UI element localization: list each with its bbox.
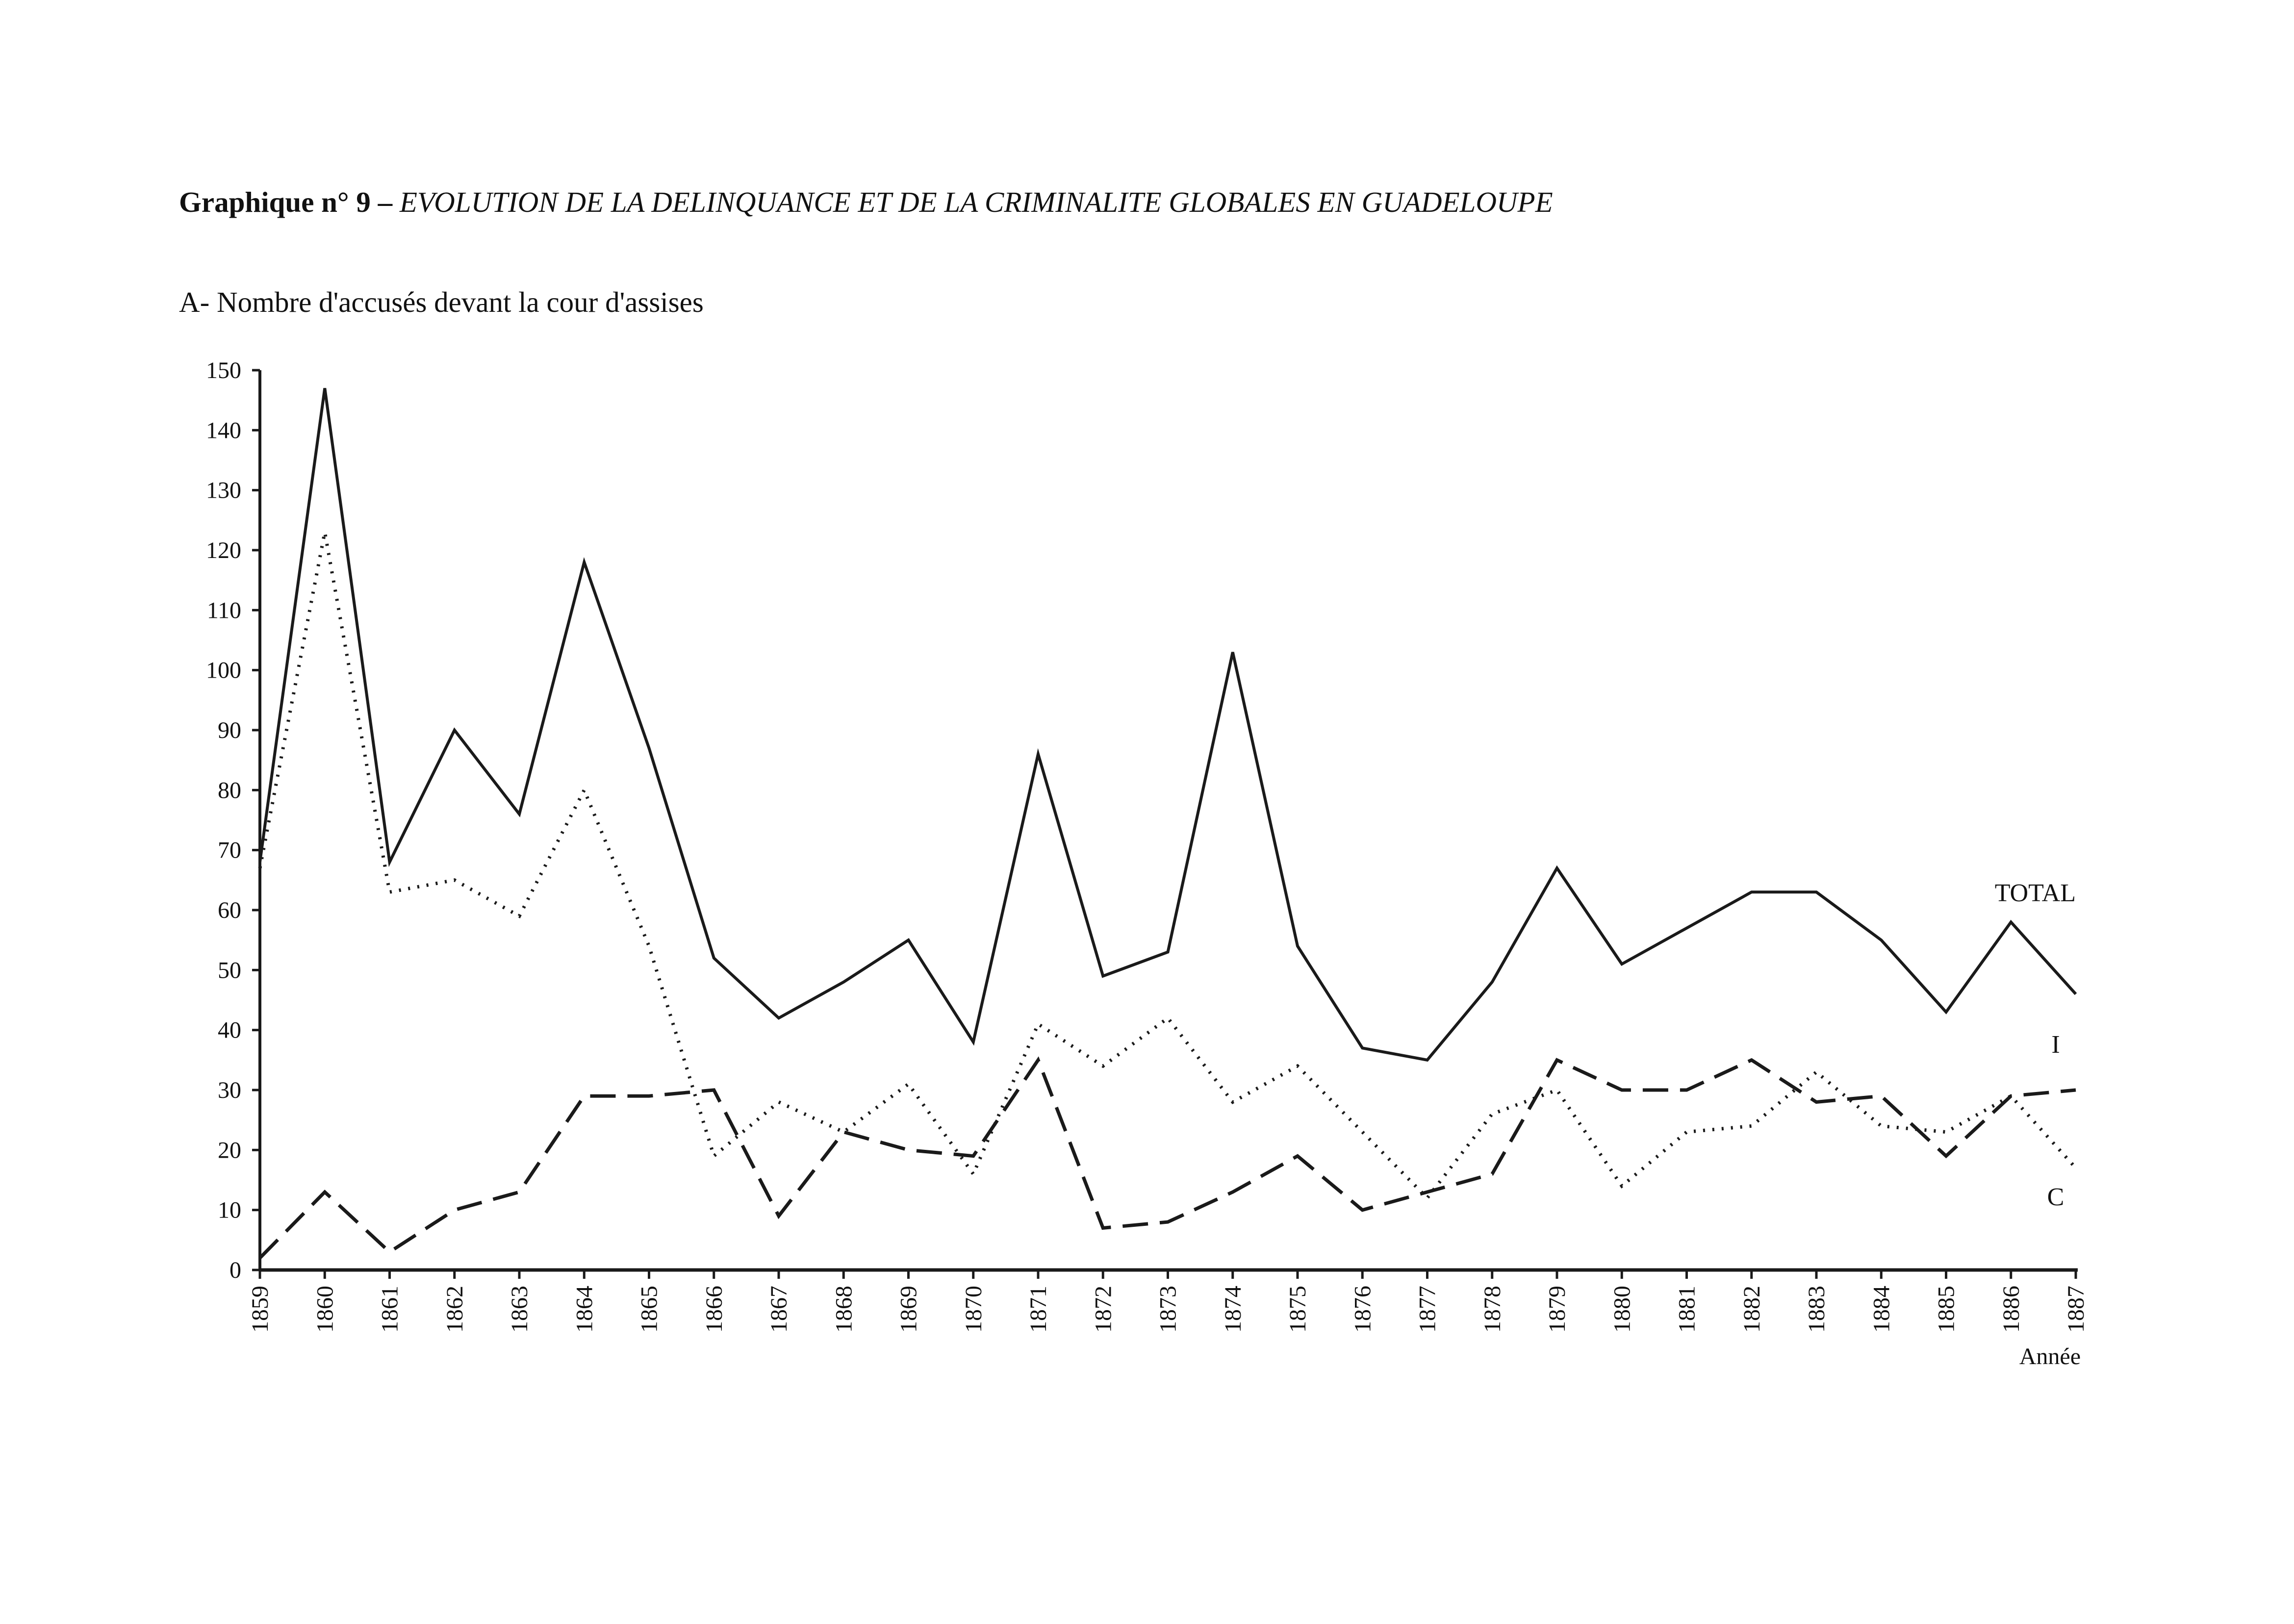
series-label-c: C: [2047, 1183, 2065, 1211]
x-tick-label: 1884: [1868, 1286, 1894, 1333]
y-tick-label: 0: [229, 1257, 241, 1283]
x-tick-label: 1878: [1479, 1286, 1505, 1333]
x-tick-label: 1882: [1739, 1286, 1765, 1333]
x-tick-label: 1879: [1544, 1286, 1570, 1333]
x-tick-label: 1883: [1804, 1286, 1830, 1333]
y-tick-label: 40: [218, 1017, 241, 1043]
y-tick-label: 90: [218, 717, 241, 743]
x-tick-label: 1886: [1998, 1286, 2024, 1333]
y-tick-label: 150: [206, 357, 241, 383]
y-tick-label: 110: [207, 597, 241, 623]
x-tick-label: 1866: [701, 1286, 727, 1333]
x-tick-label: 1885: [1934, 1286, 1960, 1333]
y-tick-label: 10: [218, 1197, 241, 1223]
x-tick-label: 1872: [1090, 1286, 1116, 1333]
x-tick-label: 1870: [961, 1286, 987, 1333]
x-tick-label: 1880: [1609, 1286, 1635, 1333]
y-tick-label: 70: [218, 837, 241, 863]
series-line-total: [260, 388, 2076, 1060]
x-tick-label: 1871: [1025, 1286, 1051, 1333]
y-tick-label: 50: [218, 957, 241, 983]
x-tick-label: 1876: [1350, 1286, 1376, 1333]
y-tick-label: 120: [206, 537, 241, 563]
chart-axes: 0 10 20 30 40 50 60 70 80 90 100 110 120 130 140 150 185…: [206, 357, 2089, 1370]
y-tick-label: 20: [218, 1137, 241, 1163]
chart-title: A- Nombre d'accusés devant la cour d'ass…: [179, 286, 704, 318]
series-line-i: [260, 532, 2076, 1198]
x-tick-label: 1860: [312, 1286, 338, 1333]
figure-number: Graphique n° 9 –: [179, 186, 400, 218]
y-tick-label: 100: [206, 658, 241, 684]
x-tick-label: 1881: [1674, 1286, 1700, 1333]
y-tick-label: 80: [218, 777, 241, 803]
x-tick-label: 1865: [637, 1286, 663, 1333]
x-tick-label: 1869: [896, 1286, 922, 1333]
x-tick-label: 1861: [377, 1286, 403, 1333]
x-tick-label: 1875: [1285, 1286, 1311, 1333]
x-tick-label: 1867: [766, 1286, 792, 1333]
figure-title: EVOLUTION DE LA DELINQUANCE ET DE LA CRI…: [399, 186, 1553, 218]
y-tick-label: 130: [206, 478, 241, 504]
x-tick-label: 1877: [1415, 1286, 1441, 1333]
y-tick-label: 30: [218, 1077, 241, 1103]
x-tick-label: 1873: [1155, 1286, 1181, 1333]
x-tick-label: 1862: [442, 1286, 468, 1333]
y-tick-label: 60: [218, 897, 241, 923]
x-axis-label: Année: [2019, 1344, 2081, 1370]
series-label-i: I: [2051, 1031, 2060, 1059]
x-tick-label: 1887: [2063, 1286, 2089, 1333]
series-line-c: [260, 1060, 2076, 1258]
x-tick-label: 1863: [507, 1286, 533, 1333]
series-label-total: TOTAL: [1995, 879, 2076, 907]
figure-heading: Graphique n° 9 – EVOLUTION DE LA DELINQU…: [179, 186, 1553, 218]
x-tick-label: 1868: [831, 1286, 857, 1333]
x-tick-label: 1874: [1220, 1286, 1246, 1333]
y-tick-label: 140: [206, 417, 241, 443]
chart-series-lines: [260, 388, 2076, 1258]
x-tick-label: 1859: [247, 1286, 273, 1333]
x-tick-label: 1864: [571, 1286, 597, 1333]
